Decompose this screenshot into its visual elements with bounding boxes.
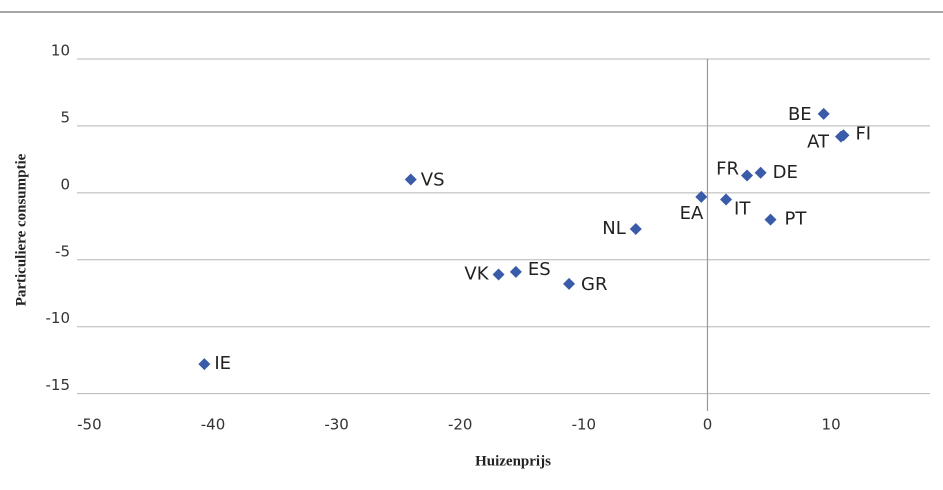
point-label: DE bbox=[773, 162, 798, 183]
x-tick-label: -20 bbox=[448, 416, 473, 434]
point-label: VS bbox=[421, 169, 445, 190]
point bbox=[492, 268, 505, 281]
point bbox=[817, 107, 830, 120]
point bbox=[754, 166, 767, 179]
point-label: BE bbox=[788, 104, 812, 125]
point bbox=[764, 213, 777, 226]
point-label: GR bbox=[581, 274, 607, 295]
point bbox=[837, 129, 850, 142]
x-tick-label: -10 bbox=[572, 416, 597, 434]
y-tick-label: -5 bbox=[55, 242, 70, 260]
point bbox=[563, 277, 576, 290]
point bbox=[629, 222, 642, 235]
y-tick-label: 0 bbox=[60, 175, 70, 193]
y-tick-label: 5 bbox=[60, 108, 70, 126]
y-tick-label: 10 bbox=[51, 42, 70, 60]
point-label: FI bbox=[855, 123, 871, 144]
point-label: IT bbox=[734, 199, 751, 220]
point-label: VK bbox=[464, 263, 489, 284]
x-tick-label: 10 bbox=[822, 416, 841, 434]
point-label: EA bbox=[680, 203, 704, 224]
y-tick-label: -10 bbox=[46, 309, 71, 327]
point bbox=[509, 265, 522, 278]
x-axis-title: Huizenprijs bbox=[475, 453, 551, 469]
point-label: NL bbox=[602, 218, 626, 239]
point-label: AT bbox=[807, 132, 830, 153]
x-tick-label: -50 bbox=[77, 416, 102, 434]
x-tick-label: -30 bbox=[324, 416, 349, 434]
point bbox=[720, 193, 733, 206]
x-tick-label: 0 bbox=[703, 416, 713, 434]
point-label: IE bbox=[214, 353, 231, 374]
y-tick-label: -15 bbox=[46, 376, 71, 394]
point-label: PT bbox=[785, 209, 808, 230]
point bbox=[198, 358, 211, 371]
point-label: FR bbox=[716, 158, 739, 179]
y-axis-title: Particuliere consumptie bbox=[13, 153, 29, 306]
point-label: ES bbox=[528, 259, 551, 280]
point bbox=[404, 173, 417, 186]
x-tick-label: -40 bbox=[201, 416, 226, 434]
point bbox=[741, 169, 754, 182]
point bbox=[695, 190, 708, 203]
